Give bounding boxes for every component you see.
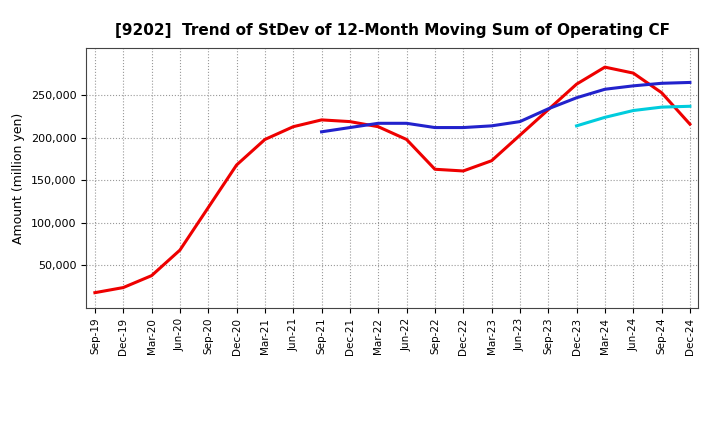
5 Years xyxy=(374,121,382,126)
5 Years xyxy=(629,83,637,88)
3 Years xyxy=(374,124,382,129)
5 Years xyxy=(487,123,496,128)
3 Years xyxy=(600,65,609,70)
3 Years xyxy=(346,119,354,124)
Line: 7 Years: 7 Years xyxy=(577,106,690,126)
3 Years xyxy=(516,132,524,138)
Line: 5 Years: 5 Years xyxy=(322,82,690,132)
7 Years xyxy=(572,123,581,128)
3 Years xyxy=(148,273,156,278)
3 Years xyxy=(459,169,467,174)
5 Years xyxy=(402,121,411,126)
3 Years xyxy=(487,158,496,163)
5 Years xyxy=(685,80,694,85)
7 Years xyxy=(685,104,694,109)
3 Years xyxy=(176,247,184,253)
5 Years xyxy=(431,125,439,130)
7 Years xyxy=(600,115,609,120)
7 Years xyxy=(657,104,666,110)
3 Years xyxy=(544,107,552,112)
3 Years xyxy=(318,117,326,122)
Y-axis label: Amount (million yen): Amount (million yen) xyxy=(12,113,25,244)
3 Years xyxy=(91,290,99,295)
3 Years xyxy=(572,81,581,87)
3 Years xyxy=(431,167,439,172)
3 Years xyxy=(657,90,666,95)
7 Years xyxy=(629,108,637,113)
3 Years xyxy=(685,121,694,127)
5 Years xyxy=(572,95,581,100)
5 Years xyxy=(544,106,552,111)
5 Years xyxy=(516,119,524,124)
5 Years xyxy=(459,125,467,130)
3 Years xyxy=(289,124,297,129)
Line: 3 Years: 3 Years xyxy=(95,67,690,293)
5 Years xyxy=(318,129,326,135)
5 Years xyxy=(657,81,666,86)
3 Years xyxy=(629,70,637,76)
3 Years xyxy=(402,137,411,142)
3 Years xyxy=(233,162,241,168)
Title: [9202]  Trend of StDev of 12-Month Moving Sum of Operating CF: [9202] Trend of StDev of 12-Month Moving… xyxy=(115,22,670,37)
5 Years xyxy=(600,87,609,92)
5 Years xyxy=(346,125,354,130)
3 Years xyxy=(119,285,127,290)
3 Years xyxy=(204,205,212,210)
3 Years xyxy=(261,137,269,142)
